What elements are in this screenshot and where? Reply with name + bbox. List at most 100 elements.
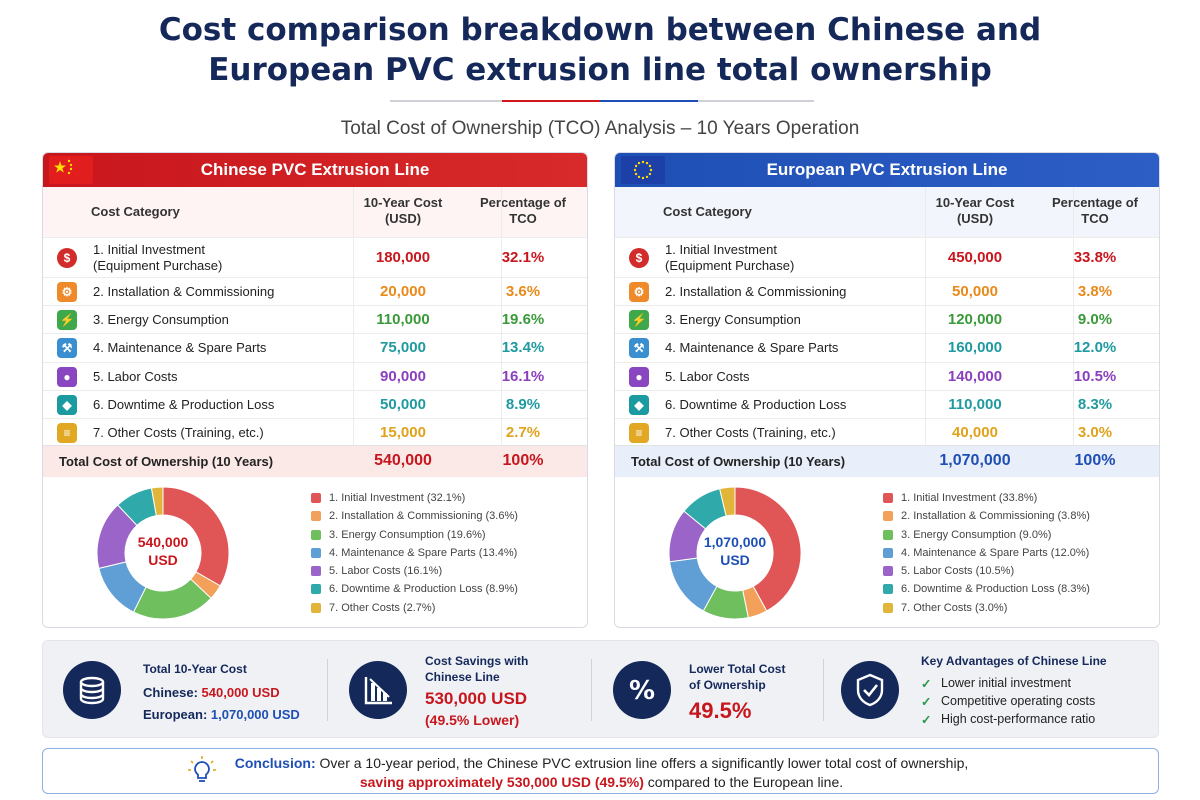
donut-slice xyxy=(719,486,736,517)
total-label: Total Cost of Ownership (10 Years) xyxy=(631,454,846,469)
cost-value: 75,000 xyxy=(380,339,426,357)
legend-swatch xyxy=(311,511,321,522)
title-line-1: Cost comparison breakdown between Chines… xyxy=(158,12,1042,48)
checkmark-icon: ✓ xyxy=(921,713,932,727)
person-icon: ● xyxy=(57,366,77,387)
european-panel-title: European PVC Extrusion Line xyxy=(766,160,1008,179)
cost-value: 160,000 xyxy=(947,339,1003,357)
column-divider xyxy=(1073,187,1074,477)
european-table-header: Cost Category 10-Year Cost (USD) Percenta… xyxy=(615,187,1159,237)
column-header-percentage: Percentage of TCO xyxy=(480,195,566,226)
summary-bar: Total 10-Year Cost Chinese: 540,000 USD … xyxy=(42,640,1159,738)
dollar-icon: $ xyxy=(629,248,649,268)
category-label: 3. Energy Consumption xyxy=(93,312,229,328)
dollar-icon: $ xyxy=(57,248,77,268)
table-row: ⚒ 4. Maintenance & Spare Parts 160,000 12.0… xyxy=(615,333,1159,361)
title-divider-left xyxy=(390,100,502,102)
advantage-item: ✓ Lower initial investment xyxy=(921,676,1071,691)
shield-icon: ◆ xyxy=(57,394,77,415)
checkmark-icon: ✓ xyxy=(921,695,932,709)
category-label: 6. Downtime & Production Loss xyxy=(93,396,275,412)
european-donut-chart xyxy=(668,486,802,620)
column-header-percentage: Percentage of TCO xyxy=(1052,195,1138,226)
advantages-title: Key Advantages of Chinese Line xyxy=(921,654,1107,668)
european-donut-legend: 1. Initial Investment (33.8%) 2. Installa… xyxy=(883,491,1090,619)
summary-european-total: European: 1,070,000 USD xyxy=(143,707,300,722)
table-row: $1. Initial Investment (Equipment Purchas… xyxy=(43,237,587,277)
donut-slice xyxy=(162,486,230,587)
legend-item: 3. Energy Consumption (9.0%) xyxy=(883,528,1090,546)
percentage-value: 3.0% xyxy=(1077,424,1113,442)
chinese-donut-chart xyxy=(96,486,230,620)
legend-item: 3. Energy Consumption (19.6%) xyxy=(311,528,518,546)
legend-item: 1. Initial Investment (33.8%) xyxy=(883,491,1090,509)
legend-swatch xyxy=(311,566,321,577)
legend-item: 7. Other Costs (2.7%) xyxy=(311,601,518,619)
lower-tco-value: 49.5% xyxy=(689,698,752,723)
cost-value: 50,000 xyxy=(380,395,426,413)
table-row: ⚡ 3. Energy Consumption 120,000 9.0% xyxy=(615,305,1159,333)
cost-value: 90,000 xyxy=(380,367,426,385)
legend-swatch xyxy=(883,493,893,503)
cost-value: 40,000 xyxy=(952,424,998,442)
legend-item: 7. Other Costs (3.0%) xyxy=(883,601,1090,619)
column-header-cost: 10-Year Cost (USD) xyxy=(363,195,443,226)
legend-item: 5. Labor Costs (16.1%) xyxy=(311,564,518,582)
percentage-value: 3.6% xyxy=(505,283,541,301)
table-row: ◆ 6. Downtime & Production Loss 110,000 8.3… xyxy=(615,389,1159,418)
shield-check-icon xyxy=(841,661,899,719)
page-subtitle: Total Cost of Ownership (TCO) Analysis –… xyxy=(340,118,860,139)
legend-swatch xyxy=(883,547,893,558)
legend-swatch xyxy=(311,602,321,613)
lightbulb-icon xyxy=(188,756,216,782)
category-label: 2. Installation & Commissioning xyxy=(93,284,275,300)
savings-note: (49.5% Lower) xyxy=(425,712,520,728)
category-label: 5. Labor Costs xyxy=(93,368,178,384)
legend-swatch xyxy=(311,529,321,540)
category-label: 4. Maintenance & Spare Parts xyxy=(93,340,267,356)
title-line-2: European PVC extrusion line total owners… xyxy=(208,52,992,88)
savings-title: Cost Savings with Chinese Line xyxy=(425,654,529,684)
legend-item: 2. Installation & Commissioning (3.6%) xyxy=(311,509,518,527)
percentage-value: 8.3% xyxy=(1077,395,1113,413)
percentage-value: 13.4% xyxy=(501,339,545,357)
cost-value: 20,000 xyxy=(380,283,426,301)
total-value: 1,070,000 xyxy=(939,452,1011,469)
chinese-total-row: Total Cost of Ownership (10 Years) 540,0… xyxy=(43,445,587,477)
table-row: ⚒ 4. Maintenance & Spare Parts 75,000 13.4% xyxy=(43,333,587,361)
page-title: Cost comparison breakdown between Chines… xyxy=(0,10,1200,90)
column-header-category: Cost Category xyxy=(663,204,752,219)
china-flag-icon xyxy=(49,156,93,184)
table-row: ≡ 7. Other Costs (Training, etc.) 15,000 2.… xyxy=(43,418,587,446)
legend-swatch xyxy=(883,529,893,540)
wrench-icon: ⚒ xyxy=(57,338,77,359)
european-donut-center-label: 1,070,000 USD xyxy=(703,534,767,568)
category-label: 7. Other Costs (Training, etc.) xyxy=(93,425,264,441)
percentage-value: 12.0% xyxy=(1073,339,1117,357)
lower-tco-title: Lower Total Cost of Ownership xyxy=(689,662,786,692)
cost-value: 110,000 xyxy=(376,311,430,329)
legend-item: 6. Downtime & Production Loss (8.3%) xyxy=(883,582,1090,600)
legend-swatch xyxy=(883,602,893,613)
cost-value: 110,000 xyxy=(948,395,1002,413)
european-panel: European PVC Extrusion Line Cost Categor… xyxy=(614,152,1160,628)
table-row: ⚡ 3. Energy Consumption 110,000 19.6% xyxy=(43,305,587,333)
legend-item: 6. Downtime & Production Loss (8.9%) xyxy=(311,582,518,600)
category-label: 3. Energy Consumption xyxy=(665,312,801,328)
european-panel-header: European PVC Extrusion Line xyxy=(615,153,1159,187)
donut-slice xyxy=(150,486,164,517)
category-label: 1. Initial Investment (Equipment Purchase… xyxy=(93,242,223,273)
table-row: ● 5. Labor Costs 90,000 16.1% xyxy=(43,361,587,390)
total-percentage: 100% xyxy=(1074,452,1116,469)
chinese-panel-header: Chinese PVC Extrusion Line xyxy=(43,153,587,187)
cost-value: 180,000 xyxy=(375,249,431,266)
percentage-value: 3.8% xyxy=(1077,283,1113,301)
column-divider xyxy=(925,187,926,477)
total-percentage: 100% xyxy=(502,452,544,469)
legend-item: 4. Maintenance & Spare Parts (12.0%) xyxy=(883,546,1090,564)
coins-icon xyxy=(63,661,121,719)
legend-swatch xyxy=(883,584,893,595)
percentage-value: 2.7% xyxy=(505,424,541,442)
summary-total-cost: Total 10-Year Cost Chinese: 540,000 USD … xyxy=(43,641,323,739)
savings-value: 530,000 USD xyxy=(425,689,528,708)
